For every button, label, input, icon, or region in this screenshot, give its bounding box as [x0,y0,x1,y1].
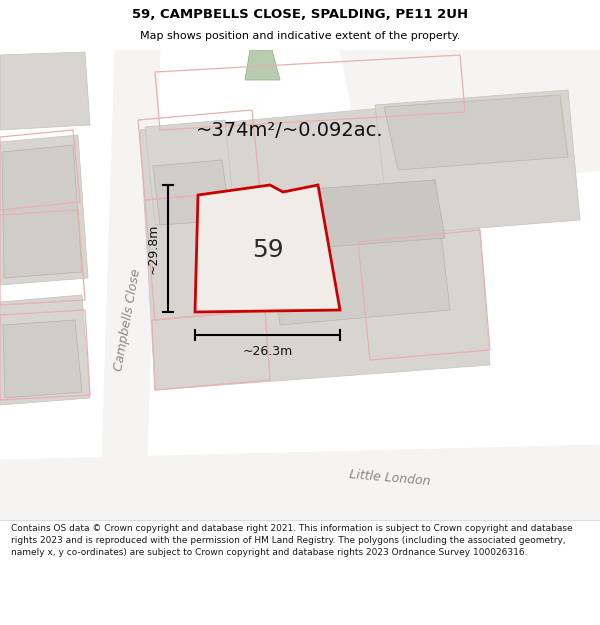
Polygon shape [3,320,82,398]
Polygon shape [265,180,450,325]
Text: Campbells Close: Campbells Close [113,268,143,372]
Polygon shape [145,120,235,225]
Text: ~26.3m: ~26.3m [242,345,293,358]
Polygon shape [0,445,600,520]
Text: ~374m²/~0.092ac.: ~374m²/~0.092ac. [196,121,384,139]
Text: Map shows position and indicative extent of the property.: Map shows position and indicative extent… [140,31,460,41]
Polygon shape [153,160,230,225]
Polygon shape [140,100,490,390]
Polygon shape [0,52,90,130]
Text: 59: 59 [252,238,284,262]
Polygon shape [384,95,568,170]
Polygon shape [340,50,600,200]
Text: Contains OS data © Crown copyright and database right 2021. This information is : Contains OS data © Crown copyright and d… [11,524,572,557]
Polygon shape [245,50,280,80]
Polygon shape [0,135,88,285]
Polygon shape [375,90,580,235]
Text: Little London: Little London [349,468,431,488]
Polygon shape [195,185,340,312]
Text: 59, CAMPBELLS CLOSE, SPALDING, PE11 2UH: 59, CAMPBELLS CLOSE, SPALDING, PE11 2UH [132,8,468,21]
Polygon shape [270,180,445,250]
Polygon shape [2,145,82,278]
Polygon shape [0,295,90,405]
Polygon shape [100,50,160,520]
Text: ~29.8m: ~29.8m [147,223,160,274]
